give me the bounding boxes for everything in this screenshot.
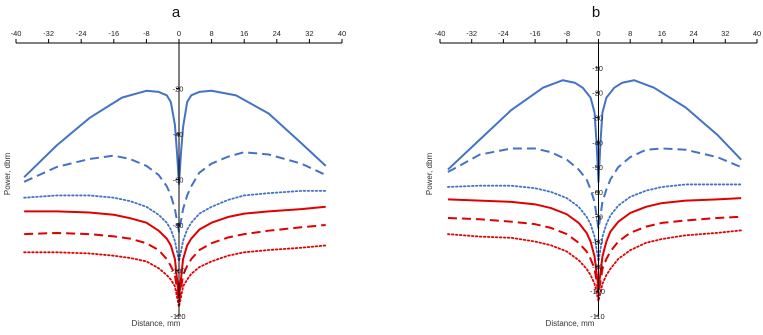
y-tick-label: -20 [173,85,184,94]
y-axis-title: Power, dbm [3,153,12,196]
x-tick-label: 16 [240,29,248,38]
x-tick-label: -24 [76,29,87,38]
series-line-4 [447,215,742,295]
y-tick-label: -70 [592,213,603,222]
y-tick-label: -80 [173,221,184,230]
x-tick-label: 8 [628,29,632,38]
y-tick-label: -120 [170,312,185,321]
y-tick-label: -60 [592,188,603,197]
y-tick-label: -90 [592,262,603,271]
y-tick-label: -100 [170,267,185,276]
x-tick-label: 40 [338,29,346,38]
y-tick-label: -80 [592,238,603,247]
panel-label: b [592,4,600,21]
y-tick-label: -20 [592,89,603,98]
y-tick-label: -30 [592,113,603,122]
x-tick-label: 16 [658,29,666,38]
x-tick-label: -16 [108,29,119,38]
y-tick-label: -10 [592,64,603,73]
panel-a: a-40 -32 -24 -16 -8 0 8 16 24 32 40-20-40-60-80-10… [3,4,346,328]
series-line-1 [447,147,742,231]
x-tick-label: 32 [721,29,729,38]
x-tick-label: -24 [498,29,509,38]
x-tick-label: -16 [530,29,541,38]
x-tick-label: -8 [143,29,150,38]
x-tick-label: 32 [305,29,313,38]
x-tick-label: 24 [689,29,697,38]
x-tick-label: -32 [43,29,54,38]
x-tick-label: 24 [273,29,281,38]
x-tick-label: 8 [210,29,214,38]
x-axis-title: Distance, mm [132,319,181,328]
x-axis-title: Distance, mm [546,319,595,328]
y-tick-label: -100 [590,287,605,296]
x-tick-label: -32 [466,29,477,38]
y-tick-label: -60 [173,176,184,185]
x-tick-label: -40 [435,29,446,38]
y-axis-title: Power, dbm [425,153,434,196]
x-tick-label: 0 [596,29,600,38]
series-line-2 [23,189,327,263]
y-tick-label: -40 [173,130,184,139]
panel-label: a [172,4,181,21]
x-tick-label: -8 [563,29,570,38]
y-tick-label: -50 [592,163,603,172]
y-tick-label: -40 [592,138,603,147]
panel-b: b-40 -32 -24 -16 -8 0 8 16 24 32 40-10-20-30-40-50… [425,4,761,328]
series-line-4 [24,224,326,304]
x-tick-label: 0 [177,29,181,38]
x-tick-label: -40 [11,29,22,38]
y-tick-label: -110 [590,312,604,321]
x-tick-label: 40 [753,29,761,38]
series-line-2 [447,183,743,263]
